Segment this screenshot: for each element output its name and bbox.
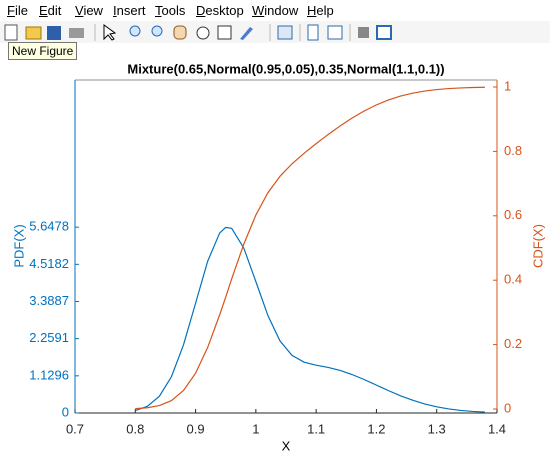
- tool-open[interactable]: [25, 26, 42, 40]
- tool-zoom-in[interactable]: [129, 25, 141, 37]
- tool-zoom-out[interactable]: [151, 25, 163, 37]
- x-axis-label: X: [282, 438, 291, 453]
- y2-tick-label: 0.8: [504, 143, 522, 158]
- y2-tick-label: 0.2: [504, 336, 522, 351]
- tool-new[interactable]: [4, 24, 18, 41]
- y-tick-label: 2.2591: [29, 330, 69, 345]
- tool-rotate[interactable]: [196, 26, 210, 40]
- y-tick-label: 3.3887: [29, 293, 69, 308]
- menu-item[interactable]: Window: [252, 3, 299, 18]
- tool-show[interactable]: [376, 25, 392, 40]
- line-series: [135, 226, 485, 413]
- x-tick-label: 1.4: [488, 421, 506, 436]
- tool-save[interactable]: [47, 26, 61, 40]
- x-tick-label: 0.9: [187, 421, 205, 436]
- menu-item[interactable]: Desktop: [196, 3, 244, 18]
- y-tick-label: 0: [62, 404, 69, 419]
- y-tick-label: 4.5182: [29, 256, 69, 271]
- x-tick-label: 0.8: [126, 421, 144, 436]
- chart-title: Mixture(0.65,Normal(0.95,0.05),0.35,Norm…: [127, 61, 444, 76]
- menu-item[interactable]: Insert: [113, 3, 146, 18]
- tool-hide[interactable]: [358, 27, 369, 38]
- x-tick-label: 1.1: [307, 421, 325, 436]
- menu-item[interactable]: Edit: [39, 3, 62, 18]
- y2-axis-label: CDF(X): [530, 224, 545, 268]
- toolbar: [0, 21, 550, 43]
- x-tick-label: 0.7: [66, 421, 84, 436]
- line-series: [135, 86, 485, 410]
- menu-bar: File Edit View Insert Tools Desktop Wind…: [0, 0, 550, 21]
- y-tick-label: 5.6478: [29, 219, 69, 234]
- x-tick-label: 1.2: [367, 421, 385, 436]
- x-tick-label: 1.3: [428, 421, 446, 436]
- tool-legend[interactable]: [327, 25, 343, 40]
- y2-tick-label: 0: [504, 400, 511, 415]
- plot-area: [75, 80, 497, 413]
- tool-brush[interactable]: [240, 27, 253, 40]
- y2-tick-label: 0.4: [504, 272, 522, 287]
- tool-link[interactable]: [277, 25, 293, 40]
- y-axis-label: PDF(X): [11, 224, 26, 267]
- x-tick-label: 1: [252, 421, 259, 436]
- tool-pointer[interactable]: [103, 24, 117, 41]
- menu-item[interactable]: File: [7, 3, 28, 18]
- tool-colorbar[interactable]: [307, 24, 319, 41]
- y2-tick-label: 0.6: [504, 207, 522, 222]
- tool-print[interactable]: [69, 28, 84, 38]
- menu-item[interactable]: Tools: [155, 3, 186, 18]
- menu-item[interactable]: View: [75, 3, 103, 18]
- tool-datatip[interactable]: [217, 25, 232, 40]
- tool-pan[interactable]: [173, 25, 187, 40]
- y2-tick-label: 1: [504, 78, 511, 93]
- y-tick-label: 1.1296: [29, 367, 69, 382]
- menu-item[interactable]: Help: [307, 3, 334, 18]
- tooltip: New Figure: [8, 42, 78, 60]
